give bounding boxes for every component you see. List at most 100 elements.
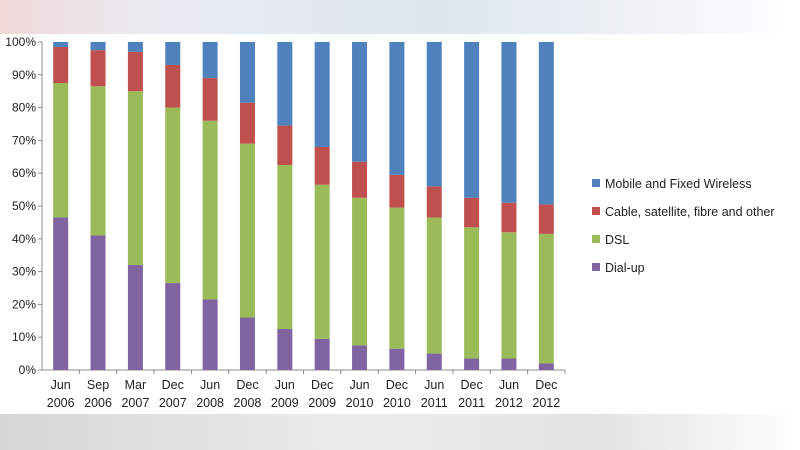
legend-label: Cable, satellite, fibre and other bbox=[605, 205, 775, 219]
x-tick-label-year: 2009 bbox=[271, 396, 299, 410]
bar-segment-cable-satellite-fibre-and-other bbox=[239, 102, 255, 144]
bar-segment-cable-satellite-fibre-and-other bbox=[202, 78, 218, 121]
bar-segment-mobile-and-fixed-wireless bbox=[165, 42, 181, 65]
bar-segment-mobile-and-fixed-wireless bbox=[53, 42, 69, 47]
x-tick-label-month: Dec bbox=[386, 378, 408, 392]
bar-segment-cable-satellite-fibre-and-other bbox=[277, 125, 293, 165]
x-tick-label-month: Dec bbox=[236, 378, 258, 392]
chart-bars bbox=[53, 42, 554, 370]
bar-segment-cable-satellite-fibre-and-other bbox=[426, 186, 442, 218]
x-tick-label-year: 2010 bbox=[346, 396, 374, 410]
bar-segment-dial-up bbox=[314, 338, 330, 370]
bar-segment-dial-up bbox=[277, 329, 293, 370]
bar-segment-dsl bbox=[165, 107, 181, 284]
bar-segment-cable-satellite-fibre-and-other bbox=[53, 46, 69, 83]
top-decorative-band bbox=[0, 0, 800, 34]
bar-segment-dsl bbox=[501, 232, 517, 359]
legend-swatch bbox=[592, 179, 600, 187]
bar-segment-dsl bbox=[53, 83, 69, 218]
bar-segment-cable-satellite-fibre-and-other bbox=[165, 64, 181, 108]
legend-label: DSL bbox=[605, 233, 629, 247]
bar-segment-mobile-and-fixed-wireless bbox=[352, 42, 368, 162]
bar-segment-cable-satellite-fibre-and-other bbox=[90, 50, 106, 87]
x-axis-labels: Jun 2006 Sep 2006 Mar 2007 Dec 2007 Jun 2008 Dec 20… bbox=[47, 378, 560, 410]
x-tick-label-month: Mar bbox=[125, 378, 147, 392]
x-tick-label-month: Jun bbox=[499, 378, 519, 392]
x-tick-label-month: Dec bbox=[311, 378, 333, 392]
chart-axes: 0% 10% 20% 30% 40% 50% 60% 70% 80% 90% 100% bbox=[5, 35, 566, 377]
bar-segment-dial-up bbox=[352, 345, 368, 370]
bar-segment-dial-up bbox=[426, 353, 442, 370]
x-tick-label-year: 2010 bbox=[383, 396, 411, 410]
bar-segment-dsl bbox=[277, 165, 293, 329]
bar-segment-cable-satellite-fibre-and-other bbox=[501, 202, 517, 233]
x-tick-label-month: Dec bbox=[162, 378, 184, 392]
bar-segment-dsl bbox=[314, 184, 330, 339]
bar-segment-mobile-and-fixed-wireless bbox=[464, 42, 480, 198]
bar-segment-dsl bbox=[202, 120, 218, 300]
y-tick-label: 30% bbox=[12, 265, 36, 279]
x-tick-label-month: Jun bbox=[424, 378, 444, 392]
bar-segment-dial-up bbox=[202, 299, 218, 370]
bar-segment-mobile-and-fixed-wireless bbox=[202, 42, 218, 79]
x-tick-label-year: 2006 bbox=[47, 396, 75, 410]
legend-swatch bbox=[592, 263, 600, 271]
bar-segment-dsl bbox=[538, 233, 554, 364]
legend-label: Dial-up bbox=[605, 261, 645, 275]
x-tick-label-year: 2007 bbox=[159, 396, 187, 410]
x-tick-label-month: Jun bbox=[275, 378, 295, 392]
bottom-decorative-band bbox=[0, 414, 800, 450]
bar-segment-dsl bbox=[90, 86, 106, 236]
bar-segment-dsl bbox=[127, 91, 143, 266]
y-tick-label: 40% bbox=[12, 232, 36, 246]
bar-segment-cable-satellite-fibre-and-other bbox=[538, 204, 554, 234]
bar-segment-mobile-and-fixed-wireless bbox=[314, 42, 330, 147]
bar-segment-dial-up bbox=[389, 348, 405, 370]
x-tick-label-year: 2011 bbox=[458, 396, 485, 410]
y-tick-label: 0% bbox=[19, 363, 37, 377]
y-tick-label: 50% bbox=[12, 199, 36, 213]
bar-segment-dial-up bbox=[127, 265, 143, 370]
x-tick-label-year: 2006 bbox=[84, 396, 112, 410]
x-tick-label-year: 2011 bbox=[421, 396, 448, 410]
bar-segment-dial-up bbox=[501, 358, 517, 370]
x-tick-label-month: Jun bbox=[51, 378, 71, 392]
y-tick-label: 60% bbox=[12, 166, 36, 180]
bar-segment-mobile-and-fixed-wireless bbox=[239, 42, 255, 103]
bar-segment-dial-up bbox=[538, 363, 554, 370]
bar-segment-mobile-and-fixed-wireless bbox=[90, 42, 106, 51]
bar-segment-cable-satellite-fibre-and-other bbox=[127, 51, 143, 92]
bar-segment-mobile-and-fixed-wireless bbox=[426, 42, 442, 187]
y-tick-label: 70% bbox=[12, 133, 36, 147]
x-tick-label-month: Jun bbox=[200, 378, 220, 392]
y-tick-label: 90% bbox=[12, 68, 36, 82]
chart-legend: Mobile and Fixed Wireless Cable, satellit… bbox=[592, 177, 775, 275]
legend-label: Mobile and Fixed Wireless bbox=[605, 177, 752, 191]
x-tick-label-year: 2012 bbox=[532, 396, 560, 410]
x-tick-label-month: Jun bbox=[349, 378, 369, 392]
x-tick-label-year: 2012 bbox=[495, 396, 523, 410]
bar-segment-dial-up bbox=[53, 217, 69, 370]
bar-segment-dsl bbox=[239, 143, 255, 318]
bar-segment-dial-up bbox=[90, 235, 106, 370]
bar-segment-dial-up bbox=[165, 283, 181, 370]
y-tick-label: 10% bbox=[12, 330, 36, 344]
bar-segment-cable-satellite-fibre-and-other bbox=[464, 197, 480, 228]
bar-segment-cable-satellite-fibre-and-other bbox=[352, 161, 368, 198]
x-tick-label-month: Dec bbox=[460, 378, 482, 392]
y-tick-label: 20% bbox=[12, 297, 36, 311]
bar-segment-dsl bbox=[352, 197, 368, 346]
x-tick-label-year: 2008 bbox=[196, 396, 224, 410]
bar-segment-cable-satellite-fibre-and-other bbox=[314, 146, 330, 185]
bar-segment-mobile-and-fixed-wireless bbox=[389, 42, 405, 175]
x-tick-label-year: 2007 bbox=[121, 396, 149, 410]
x-tick-label-year: 2009 bbox=[308, 396, 336, 410]
bar-segment-cable-satellite-fibre-and-other bbox=[389, 174, 405, 208]
bar-segment-dial-up bbox=[464, 358, 480, 370]
bar-segment-dial-up bbox=[239, 317, 255, 370]
legend-swatch bbox=[592, 207, 600, 215]
x-tick-label-year: 2008 bbox=[234, 396, 262, 410]
x-tick-label-month: Dec bbox=[535, 378, 557, 392]
y-tick-label: 100% bbox=[5, 35, 36, 49]
